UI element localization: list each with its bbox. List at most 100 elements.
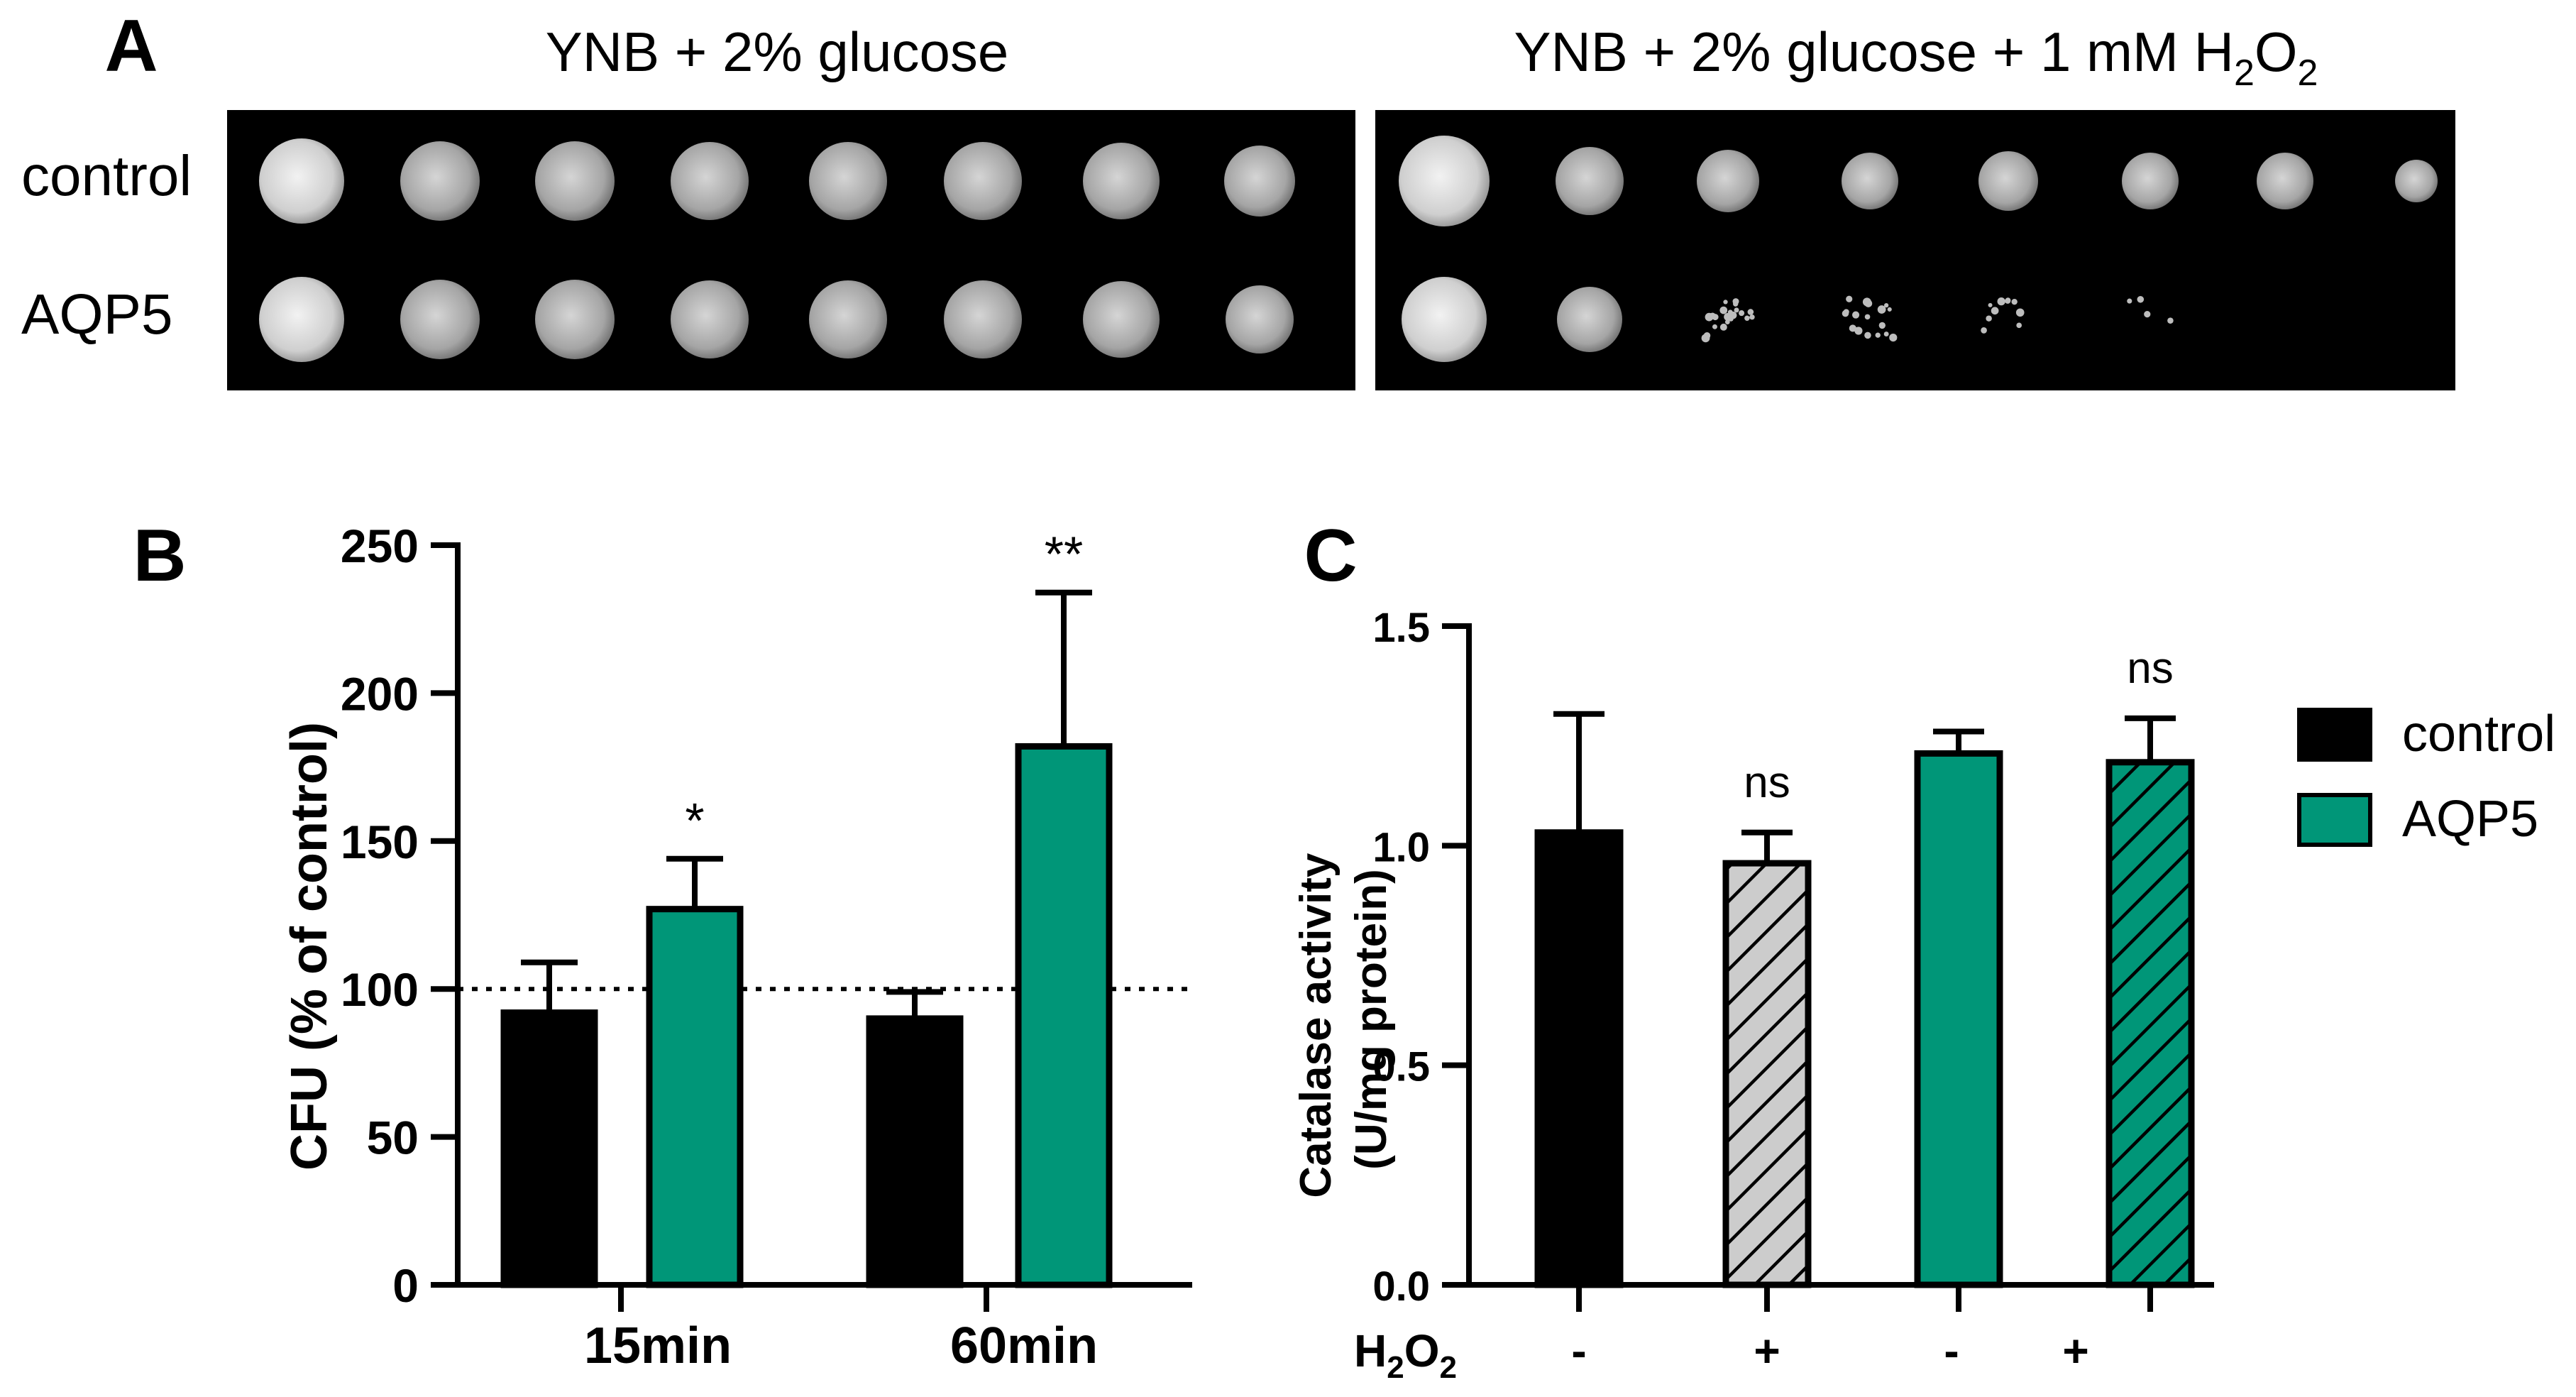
colony [400,141,480,221]
micro-colony [2016,322,2022,329]
micro-colony [1884,303,1889,308]
colony [671,142,749,220]
micro-colony [1724,319,1730,324]
legend: control AQP5 [2297,706,2555,848]
chart-c-significance: ns [1744,758,1790,807]
chart-b-significance: ** [1045,527,1083,582]
micro-colony [1981,327,1987,334]
colony [259,138,344,224]
panel-b-label: B [133,515,186,597]
micro-colony [1842,309,1849,317]
chart-c-bar [2106,759,2195,1288]
legend-label-control: control [2402,706,2555,762]
colony [1226,285,1294,354]
micro-colony [1709,312,1716,319]
chart-b-significance: * [685,793,704,848]
colony [259,277,344,362]
micro-colony [1852,311,1860,319]
micro-colony [1744,315,1750,321]
chart-b-bar [500,1009,598,1288]
chart-c-bar [1534,829,1624,1288]
chart-b-y-tick-label: 0 [392,1259,419,1312]
panel-c-label: C [1304,515,1357,597]
colony [1224,146,1295,217]
micro-colony [1864,314,1871,320]
chart-c-y-tick-label: 0.0 [1372,1264,1430,1310]
chart-c-y-tick-label: 0.5 [1372,1044,1430,1090]
chart-b-y-tick-label: 200 [341,667,419,720]
row-label-aqp5: AQP5 [21,283,172,346]
colony [1842,153,1898,209]
micro-colony [1986,315,1992,322]
chart-c-treatment-sign: - [1571,1325,1586,1376]
chart-c-bar [1914,750,2003,1288]
colony [1399,136,1490,226]
legend-label-aqp5: AQP5 [2402,791,2538,848]
chart-b-y-tick-label: 250 [341,520,419,572]
chart-b-y-tick-label: 50 [367,1112,419,1164]
micro-colony [1875,332,1881,338]
micro-colony [1889,334,1898,342]
chart-c-treatment-sign: + [2062,1325,2088,1376]
chart-b-y-tick-label: 100 [341,963,419,1016]
chart-c-y-axis-label: Catalase activity (U/mg protein) [1292,840,1396,1198]
micro-colony [2144,311,2151,318]
micro-colony [1747,309,1754,315]
colony [1083,143,1160,219]
micro-colony [1719,306,1728,314]
colony [944,142,1022,220]
colony [1978,151,2038,211]
colony [1083,281,1160,358]
micro-colony [1719,323,1727,331]
panel-a-label: A [104,5,158,87]
micro-colony [1704,334,1710,341]
chart-c-treatment-sign: + [1754,1325,1780,1376]
chart-b-y-axis-label: CFU (% of control) [281,722,338,1171]
chart-c-y-tick-label: 1.0 [1372,824,1430,870]
micro-colony [1877,305,1886,314]
micro-colony [1988,302,1993,307]
colony [944,280,1022,358]
micro-colony [1723,300,1728,305]
micro-colony [2137,295,2145,303]
micro-colony [1846,295,1853,302]
chart-c-y-axis-label-line2: (U/mg protein) [1347,869,1396,1170]
colony [671,280,749,358]
chart-b-x-tick-15min: 15min [584,1317,732,1374]
micro-colony [1854,327,1863,335]
plate-photo-no-h2o2 [227,110,1355,390]
chart-c-treatment-label: H2O2 [1354,1325,1457,1385]
micro-colony [1712,324,1717,329]
micro-colony [1864,332,1871,339]
colony [809,280,887,358]
plate-photo-h2o2 [1375,110,2455,390]
colony [2395,160,2438,202]
micro-colony [2167,317,2174,324]
chart-b-bar [646,906,744,1288]
chart-c-catalase: 0.0 0.5 1.0 1.5 ns ns [1372,605,2214,1312]
colony [535,141,615,221]
colony [809,142,887,220]
micro-colony [1997,297,2005,306]
chart-b-x-tick-60min: 60min [950,1317,1098,1374]
chart-c-y-tick-label: 1.5 [1372,605,1430,651]
colony [1557,287,1622,352]
colony [535,280,615,359]
legend-swatch-control [2297,708,2372,762]
colony [2122,153,2179,209]
micro-colony [1878,322,1886,329]
legend-swatch-aqp5 [2297,793,2372,847]
chart-c-bar [1722,860,1812,1288]
chart-c-y-axis-label-line1: Catalase activity [1292,853,1341,1198]
micro-colony [2127,298,2132,304]
micro-colony [1887,307,1892,312]
micro-colony [2011,298,2018,305]
colony [1697,150,1759,212]
colony [1556,147,1624,215]
chart-c-significance: ns [2127,644,2173,693]
colony [2257,153,2313,209]
spot-dilution-colonies [259,136,2438,362]
colony [1402,277,1487,362]
panel-a-right-title: YNB + 2% glucose + 1 mM H2O2 [1514,21,2318,94]
